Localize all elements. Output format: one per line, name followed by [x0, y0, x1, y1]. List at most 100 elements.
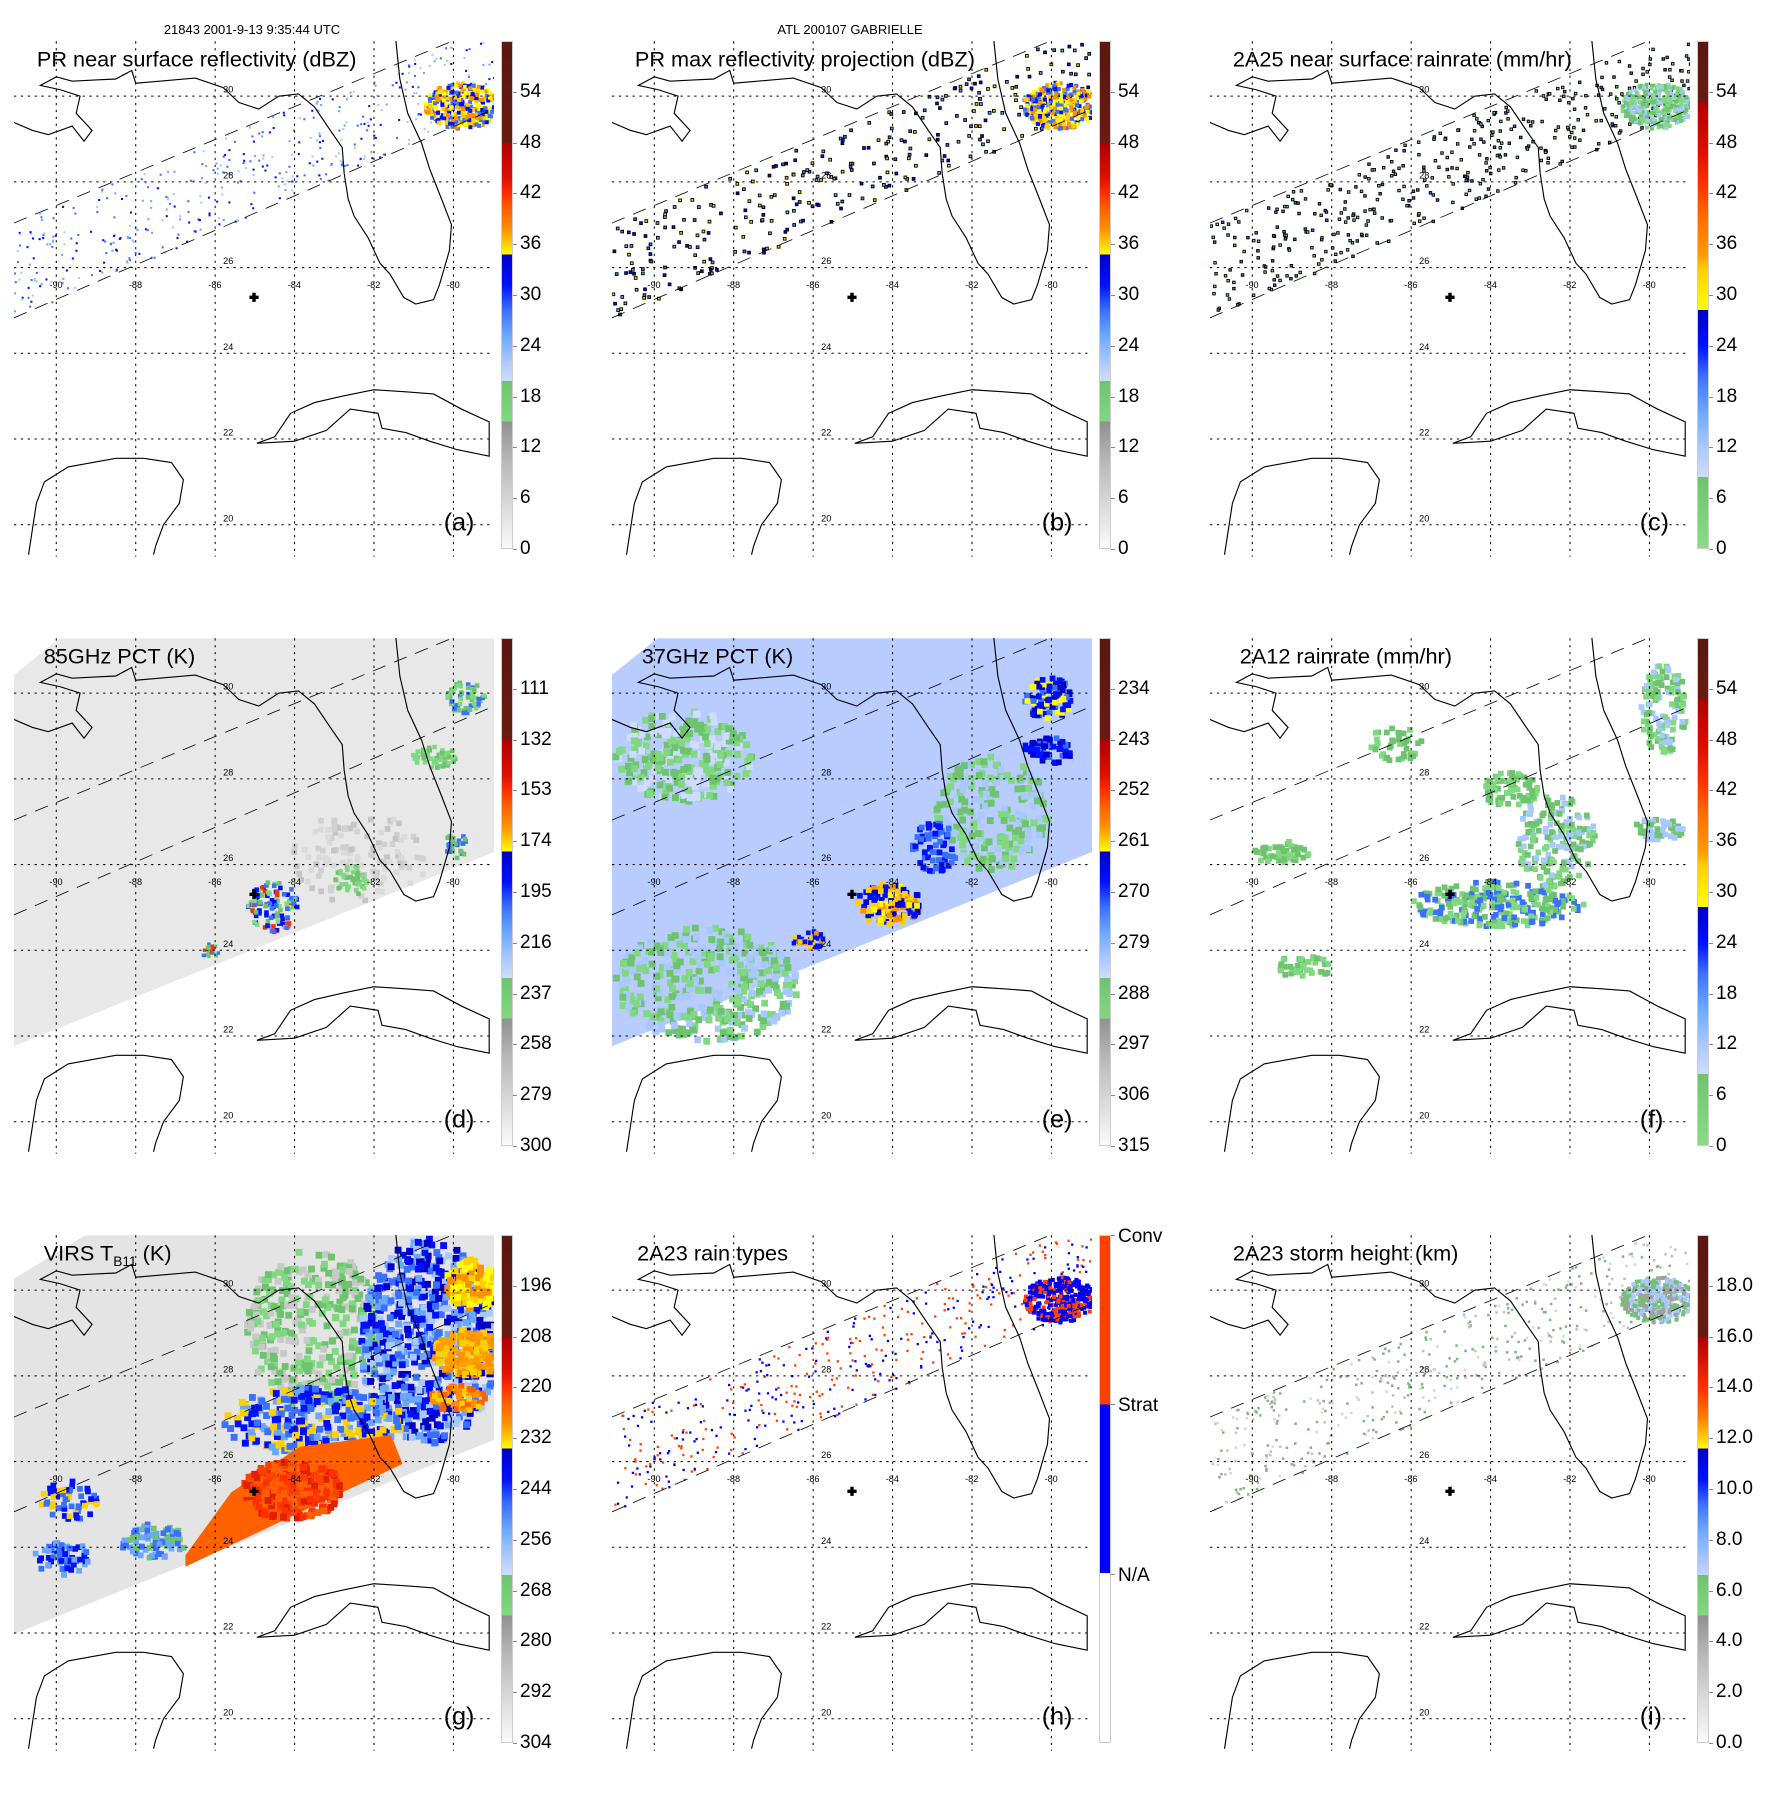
data-pixel — [913, 131, 916, 134]
colorbar-tick-label: 42 — [1716, 182, 1737, 204]
data-pixel — [113, 235, 115, 237]
data-pixel — [51, 301, 53, 303]
data-pixel — [420, 114, 422, 116]
data-pixel — [929, 849, 935, 855]
data-pixel — [1654, 106, 1658, 110]
data-pixel — [485, 120, 489, 124]
data-pixel — [1320, 214, 1323, 217]
data-pixel — [1506, 883, 1512, 889]
data-pixel — [621, 230, 624, 233]
data-pixel — [111, 183, 113, 185]
data-pixel — [894, 158, 897, 161]
data-pixel — [1058, 126, 1062, 130]
data-pixel — [979, 138, 982, 141]
data-pixel — [973, 110, 976, 113]
data-pixel — [943, 155, 946, 158]
data-pixel — [866, 887, 872, 893]
data-pixel — [1615, 86, 1618, 89]
data-pixel — [902, 913, 908, 919]
data-pixel — [310, 137, 312, 139]
data-pixel — [1650, 87, 1654, 91]
data-pixel — [725, 725, 732, 732]
data-pixel — [1541, 120, 1544, 123]
data-pixel — [461, 841, 466, 846]
data-pixel — [915, 892, 921, 898]
data-pixel — [737, 962, 744, 969]
data-pixel — [711, 272, 714, 275]
data-pixel — [284, 189, 286, 191]
colorbar-tick-label: 195 — [520, 881, 552, 903]
data-pixel — [1510, 128, 1513, 131]
data-pixel — [1059, 110, 1063, 114]
data-pixel — [468, 109, 472, 113]
data-pixel — [1227, 234, 1230, 237]
data-pixel — [368, 817, 374, 823]
data-pixel — [1241, 274, 1244, 277]
data-pixel — [964, 119, 967, 122]
data-pixel — [341, 873, 346, 878]
data-pixel — [620, 308, 623, 311]
data-pixel — [937, 850, 943, 856]
data-pixel — [371, 157, 373, 159]
data-pixel — [291, 175, 293, 177]
data-pixel — [471, 118, 475, 122]
data-pixel — [1406, 204, 1409, 207]
data-pixel — [1521, 918, 1527, 924]
data-pixel — [1382, 166, 1385, 169]
data-pixel — [744, 934, 751, 941]
data-pixel — [1276, 208, 1279, 211]
data-pixel — [1060, 696, 1066, 702]
data-pixel — [1499, 147, 1502, 150]
data-pixel — [664, 226, 667, 229]
data-pixel — [1473, 880, 1479, 886]
longitude-label: -86 — [806, 877, 819, 887]
data-pixel — [20, 272, 22, 274]
data-pixel — [656, 222, 659, 225]
data-pixel — [252, 898, 257, 903]
data-pixel — [780, 1001, 787, 1008]
data-pixel — [770, 195, 773, 198]
data-pixel — [644, 235, 647, 238]
data-pixel — [368, 105, 370, 107]
data-pixel — [1631, 98, 1635, 102]
data-pixel — [1016, 75, 1019, 78]
data-pixel — [304, 174, 306, 176]
data-pixel — [147, 186, 149, 188]
data-pixel — [454, 91, 458, 95]
colorbar-tick-label: 252 — [1118, 779, 1150, 801]
data-pixel — [1473, 143, 1476, 146]
data-pixel — [282, 892, 287, 897]
data-pixel — [1294, 238, 1297, 241]
data-pixel — [1545, 915, 1551, 921]
data-pixel — [691, 199, 694, 202]
data-pixel — [270, 929, 275, 934]
data-pixel — [1390, 219, 1393, 222]
data-pixel — [342, 128, 344, 130]
data-layer — [612, 638, 1092, 1046]
data-pixel — [1015, 85, 1018, 88]
data-pixel — [325, 827, 331, 833]
colorbar-tick — [513, 1044, 517, 1045]
data-pixel — [736, 192, 739, 195]
data-pixel — [260, 893, 265, 898]
data-pixel — [694, 254, 697, 257]
data-pixel — [945, 832, 951, 838]
data-pixel — [792, 972, 799, 979]
data-pixel — [1376, 198, 1379, 201]
data-pixel — [1681, 694, 1687, 700]
data-pixel — [190, 180, 192, 182]
data-pixel — [1073, 89, 1077, 93]
data-pixel — [266, 880, 271, 885]
data-pixel — [740, 969, 747, 976]
data-pixel — [466, 49, 468, 51]
data-pixel — [710, 712, 717, 719]
data-pixel — [633, 272, 636, 275]
data-pixel — [1614, 124, 1617, 127]
data-pixel — [1539, 921, 1545, 927]
data-pixel — [225, 138, 227, 140]
data-pixel — [1417, 189, 1420, 192]
data-pixel — [19, 278, 21, 280]
data-pixel — [1214, 285, 1217, 288]
data-pixel — [1496, 154, 1499, 157]
data-pixel — [1600, 119, 1603, 122]
